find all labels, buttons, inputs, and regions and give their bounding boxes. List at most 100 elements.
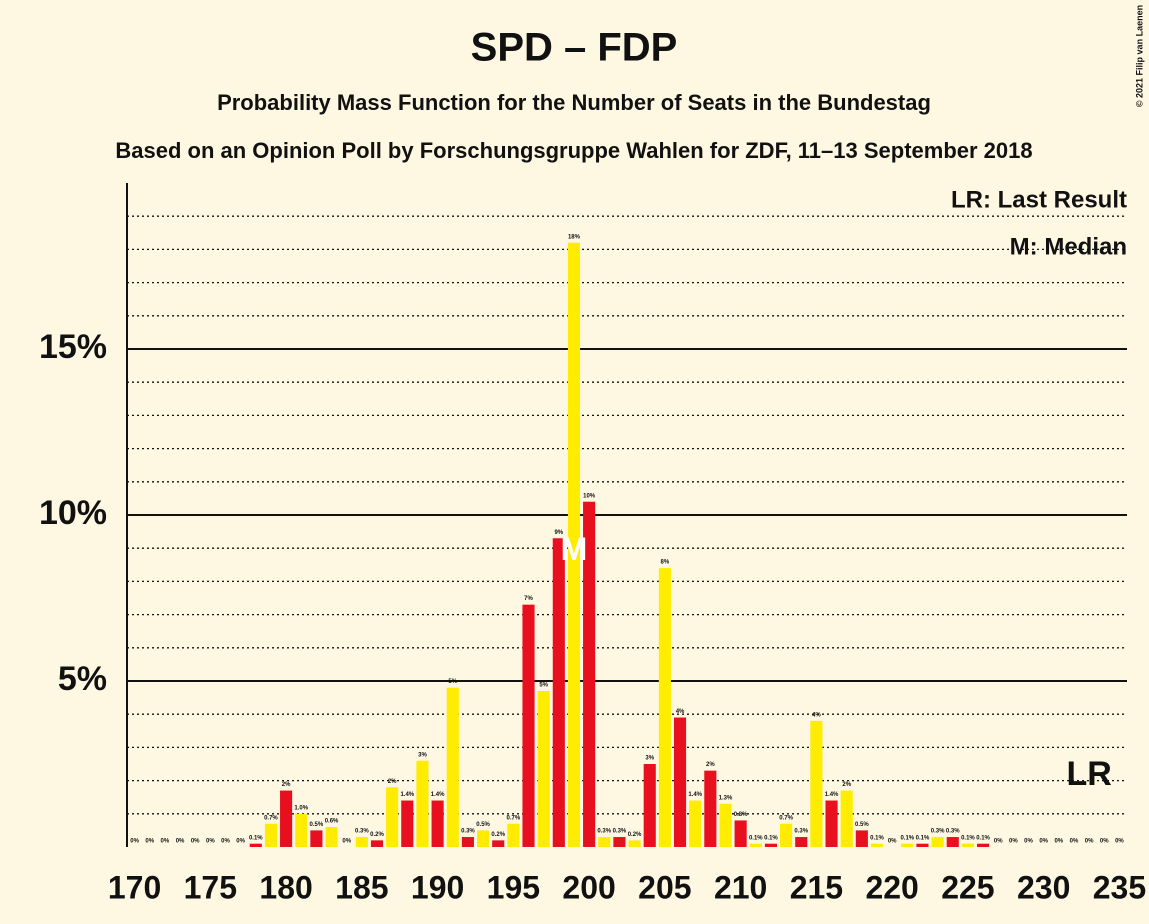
- value-label: 10%: [583, 493, 596, 499]
- value-label: 0%: [1115, 839, 1124, 845]
- value-label: 1.0%: [294, 805, 308, 811]
- value-label: 0.3%: [597, 829, 611, 835]
- value-label: 2%: [388, 779, 397, 785]
- value-label: 0%: [1085, 839, 1094, 845]
- bar: [764, 843, 777, 847]
- value-label: 0%: [221, 839, 230, 845]
- value-label: 0.3%: [946, 829, 960, 835]
- bar: [522, 604, 535, 847]
- value-label: 0%: [1100, 839, 1109, 845]
- x-tick-label: 235: [1093, 869, 1146, 905]
- value-label: 8%: [661, 560, 670, 566]
- value-label: 0.1%: [976, 835, 990, 841]
- x-tick-label: 205: [638, 869, 691, 905]
- value-label: 0.8%: [734, 812, 748, 818]
- value-label: 0.1%: [764, 835, 778, 841]
- value-label: 0.2%: [628, 832, 642, 838]
- value-label: 0%: [161, 839, 170, 845]
- value-label: 0.1%: [249, 835, 263, 841]
- bar: [734, 820, 747, 847]
- value-label: 0.3%: [461, 829, 475, 835]
- bar: [840, 790, 853, 847]
- bar: [264, 823, 277, 847]
- value-label: 0%: [191, 839, 200, 845]
- bar: [855, 830, 868, 847]
- value-label: 0.3%: [931, 829, 945, 835]
- value-label: 2%: [706, 762, 715, 768]
- value-label: 0%: [1009, 839, 1018, 845]
- copyright: © 2021 Filip van Laenen: [1134, 5, 1144, 107]
- bar: [643, 764, 656, 847]
- value-label: 0.5%: [855, 822, 869, 828]
- bar: [780, 823, 793, 847]
- chart-subtitle: Probability Mass Function for the Number…: [217, 90, 931, 115]
- value-label: 9%: [554, 530, 563, 536]
- bar: [704, 770, 717, 847]
- bar: [386, 787, 399, 847]
- value-label: 0%: [1054, 839, 1063, 845]
- value-label: 4%: [812, 712, 821, 718]
- bar: [810, 720, 823, 847]
- value-label: 0%: [236, 839, 245, 845]
- last-result-marker: LR: [1066, 755, 1111, 793]
- bar: [628, 840, 641, 847]
- x-tick-label: 230: [1017, 869, 1070, 905]
- value-label: 0.6%: [325, 819, 339, 825]
- y-tick-label: 5%: [58, 660, 107, 698]
- value-label: 0.1%: [870, 835, 884, 841]
- value-label: 0%: [145, 839, 154, 845]
- chart-subtitle: Based on an Opinion Poll by Forschungsgr…: [115, 138, 1032, 163]
- bar: [310, 830, 323, 847]
- bar: [416, 760, 429, 847]
- x-tick-label: 220: [865, 869, 918, 905]
- value-label: 1.4%: [688, 792, 702, 798]
- bar: [583, 501, 596, 847]
- bar: [537, 690, 550, 847]
- bar: [477, 830, 490, 847]
- value-label: 2%: [282, 782, 291, 788]
- bar: [673, 717, 687, 847]
- x-tick-label: 180: [259, 869, 312, 905]
- x-tick-label: 190: [411, 869, 464, 905]
- value-label: 0.3%: [794, 829, 808, 835]
- value-label: 0.1%: [961, 835, 975, 841]
- value-label: 0%: [1024, 839, 1033, 845]
- bar: [931, 837, 944, 847]
- value-label: 0.1%: [900, 835, 914, 841]
- x-tick-label: 225: [941, 869, 994, 905]
- value-label: 2%: [842, 782, 851, 788]
- bar: [431, 800, 444, 847]
- bar: [492, 840, 505, 847]
- x-tick-label: 200: [562, 869, 615, 905]
- bar: [870, 843, 884, 847]
- value-label: 0%: [206, 839, 215, 845]
- value-label: 0.7%: [779, 815, 793, 821]
- bar: [719, 803, 732, 847]
- value-label: 5%: [539, 683, 548, 689]
- chart-title: SPD – FDP: [471, 26, 678, 70]
- bar: [689, 800, 702, 847]
- bar: [795, 837, 808, 847]
- bar: [370, 840, 384, 847]
- value-label: 0.7%: [507, 815, 521, 821]
- bar: [901, 843, 914, 847]
- value-label: 0.5%: [310, 822, 324, 828]
- value-label: 0.5%: [476, 822, 490, 828]
- bar: [825, 800, 838, 847]
- bar: [749, 843, 762, 847]
- bar: [355, 837, 368, 847]
- x-tick-label: 185: [335, 869, 388, 905]
- value-label: 7%: [524, 596, 533, 602]
- legend-entry: LR: Last Result: [951, 186, 1127, 213]
- bar: [977, 843, 990, 847]
- value-label: 5%: [448, 679, 457, 685]
- value-label: 0%: [994, 839, 1003, 845]
- value-label: 0%: [1039, 839, 1048, 845]
- bar: [507, 823, 520, 847]
- median-marker: M: [561, 531, 588, 567]
- bar: [446, 687, 459, 847]
- x-tick-label: 175: [184, 869, 237, 905]
- bar: [401, 800, 414, 847]
- bar: [946, 837, 959, 847]
- value-label: 1.4%: [825, 792, 839, 798]
